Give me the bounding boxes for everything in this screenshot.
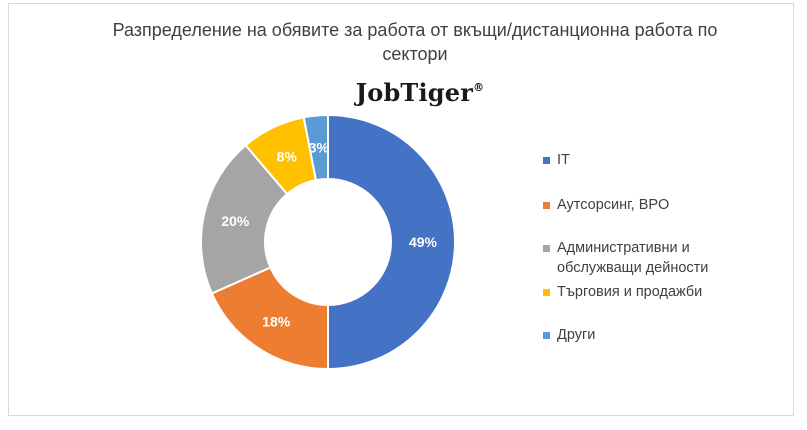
legend-swatch-it bbox=[543, 157, 550, 164]
legend-item-other: Други bbox=[543, 325, 752, 345]
legend-item-sales: Търговия и продажби bbox=[543, 282, 752, 302]
donut-slices bbox=[200, 113, 456, 371]
slice-it bbox=[327, 113, 456, 371]
data-label-outsourcing: 18% bbox=[262, 314, 291, 330]
data-label-it: 49% bbox=[409, 234, 438, 250]
jobtiger-logo: JobTiger® bbox=[340, 78, 500, 107]
slice-administrative bbox=[200, 143, 289, 295]
legend-label-other: Други bbox=[557, 327, 596, 343]
legend-swatch-sales bbox=[543, 289, 550, 296]
logo-text: JobTiger bbox=[355, 78, 474, 107]
slice-outsourcing bbox=[210, 266, 329, 371]
legend-label-sales: Търговия и продажби bbox=[557, 284, 703, 300]
legend-item-administrative: Административни и обслужващи дейности bbox=[543, 238, 752, 278]
slice-other bbox=[302, 113, 329, 182]
registered-mark: ® bbox=[473, 81, 485, 94]
legend-label-outsourcing: Аутсорсинг, BPO bbox=[557, 197, 670, 213]
legend-swatch-outsourcing bbox=[543, 202, 550, 209]
legend-swatch-administrative bbox=[543, 245, 550, 252]
legend-label-it: IT bbox=[557, 152, 570, 168]
legend-item-it: IT bbox=[543, 150, 752, 170]
data-label-other: 3% bbox=[309, 139, 330, 155]
legend-swatch-other bbox=[543, 332, 550, 339]
legend-item-outsourcing: Аутсорсинг, BPO bbox=[543, 195, 752, 215]
data-label-administrative: 20% bbox=[221, 213, 250, 229]
legend-label-administrative: Административни и обслужващи дейности bbox=[557, 240, 709, 276]
data-label-sales: 8% bbox=[277, 148, 298, 164]
data-labels: 49% 18% 20% 8% 3% bbox=[221, 139, 437, 329]
chart-title: Разпределение на обявите за работа от вк… bbox=[112, 20, 718, 64]
